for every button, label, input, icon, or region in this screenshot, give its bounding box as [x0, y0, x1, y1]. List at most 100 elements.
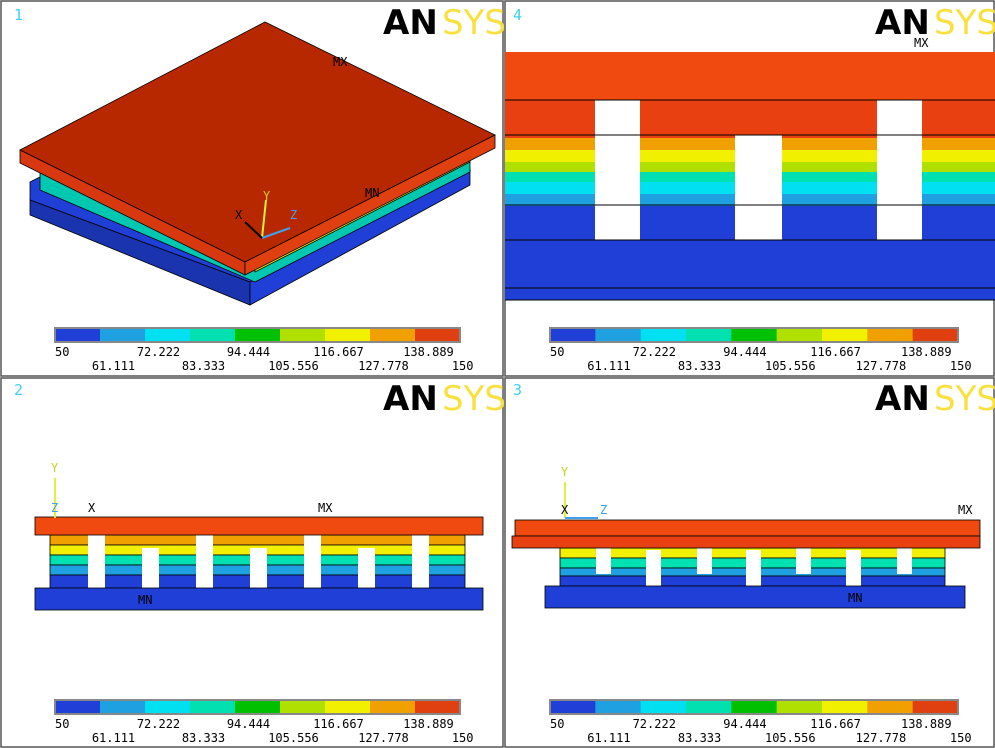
- legend-label: 105.556: [268, 731, 319, 745]
- legend-swatch: [641, 328, 687, 342]
- legend-label: 127.778: [358, 359, 409, 373]
- legend-swatch: [190, 700, 236, 714]
- legend-label: 138.889: [403, 345, 454, 359]
- legend-label: 105.556: [268, 359, 319, 373]
- legend-swatch: [686, 700, 732, 714]
- axis-label: Y: [263, 189, 271, 203]
- legend-label: 72.222: [137, 345, 180, 359]
- legend-label: 105.556: [765, 359, 816, 373]
- legend-swatch: [280, 700, 326, 714]
- legend-label: 138.889: [403, 717, 454, 731]
- logo: SYS: [442, 3, 506, 43]
- legend-label: 127.778: [358, 731, 409, 745]
- legend-swatch: [325, 700, 371, 714]
- legend-swatch: [777, 700, 823, 714]
- logo: SYS: [934, 379, 995, 419]
- legend-swatch: [867, 700, 913, 714]
- legend-swatch: [55, 328, 101, 342]
- panel-number: 2: [14, 381, 23, 399]
- legend-swatch: [370, 700, 416, 714]
- legend-label: 150: [950, 359, 972, 373]
- legend-label: 94.444: [723, 717, 766, 731]
- legend-label: 50: [550, 345, 564, 359]
- legend-label: 105.556: [765, 731, 816, 745]
- legend-swatch: [235, 700, 281, 714]
- legend-swatch: [100, 328, 146, 342]
- logo: AN: [875, 3, 930, 43]
- legend-label: 72.222: [137, 717, 180, 731]
- legend-label: 116.667: [313, 717, 364, 731]
- legend-label: 116.667: [810, 717, 861, 731]
- legend-label: 72.222: [633, 717, 676, 731]
- legend-label: 83.333: [182, 359, 225, 373]
- min-label: MN: [848, 591, 862, 605]
- axis-label: X: [561, 503, 569, 517]
- legend-label: 72.222: [633, 345, 676, 359]
- legend-swatch: [822, 328, 868, 342]
- axis-label: Y: [561, 465, 569, 479]
- legend-label: 116.667: [313, 345, 364, 359]
- legend-swatch: [913, 700, 959, 714]
- legend-label: 127.778: [856, 359, 907, 373]
- legend-label: 50: [55, 717, 69, 731]
- legend-label: 50: [550, 717, 564, 731]
- max-label: MX: [333, 55, 348, 69]
- legend-label: 138.889: [901, 345, 952, 359]
- legend-swatch: [190, 328, 236, 342]
- legend-label: 94.444: [227, 717, 270, 731]
- legend-label: 50: [55, 345, 69, 359]
- legend-swatch: [731, 700, 777, 714]
- legend-label: 83.333: [678, 359, 721, 373]
- min-label: MN: [138, 593, 152, 607]
- legend-swatch: [415, 700, 461, 714]
- legend-swatch: [145, 700, 191, 714]
- legend-swatch: [415, 328, 461, 342]
- axis-label: Z: [51, 501, 58, 515]
- legend-swatch: [595, 328, 641, 342]
- legend-label: 61.111: [92, 731, 135, 745]
- legend-swatch: [55, 700, 101, 714]
- logo: AN: [875, 379, 930, 419]
- legend-label: 94.444: [723, 345, 766, 359]
- legend-swatch: [100, 700, 146, 714]
- legend-swatch: [280, 328, 326, 342]
- legend-label: 61.111: [92, 359, 135, 373]
- panel-number: 3: [513, 381, 522, 399]
- legend-swatch: [550, 328, 596, 342]
- legend-swatch: [370, 328, 416, 342]
- ansys-window: 1 MX MN X Y Z 4 MX 2 MX MN X Y Z 3 MX MN…: [0, 0, 995, 748]
- legend-label: 61.111: [587, 731, 630, 745]
- legend-swatch: [686, 328, 732, 342]
- legend-swatch: [550, 700, 596, 714]
- panel-number: 1: [14, 6, 23, 24]
- logo: SYS: [442, 379, 506, 419]
- legend-swatch: [822, 700, 868, 714]
- legend-swatch: [595, 700, 641, 714]
- legend-swatch: [867, 328, 913, 342]
- logo: AN: [383, 379, 438, 419]
- legend-label: 83.333: [182, 731, 225, 745]
- axis-label: Z: [290, 208, 297, 222]
- panel-2-model: [35, 517, 483, 610]
- axis-label: Y: [51, 461, 59, 475]
- legend-label: 138.889: [901, 717, 952, 731]
- axis-label: Z: [600, 503, 607, 517]
- legend-label: 127.778: [856, 731, 907, 745]
- legend-label: 150: [452, 359, 474, 373]
- legend-swatch: [913, 328, 959, 342]
- panel-3-model: [512, 520, 980, 608]
- legend-swatch: [731, 328, 777, 342]
- min-label: MN: [365, 186, 379, 200]
- max-label: MX: [318, 501, 333, 515]
- logo: SYS: [934, 3, 995, 43]
- logo: AN: [383, 3, 438, 43]
- legend-label: 94.444: [227, 345, 270, 359]
- max-label: MX: [958, 503, 973, 517]
- legend-label: 150: [452, 731, 474, 745]
- axis-label: X: [235, 208, 243, 222]
- legend-label: 150: [950, 731, 972, 745]
- panel-number: 4: [513, 6, 522, 24]
- panel-4-model: [505, 52, 995, 300]
- legend-swatch: [235, 328, 281, 342]
- legend-swatch: [641, 700, 687, 714]
